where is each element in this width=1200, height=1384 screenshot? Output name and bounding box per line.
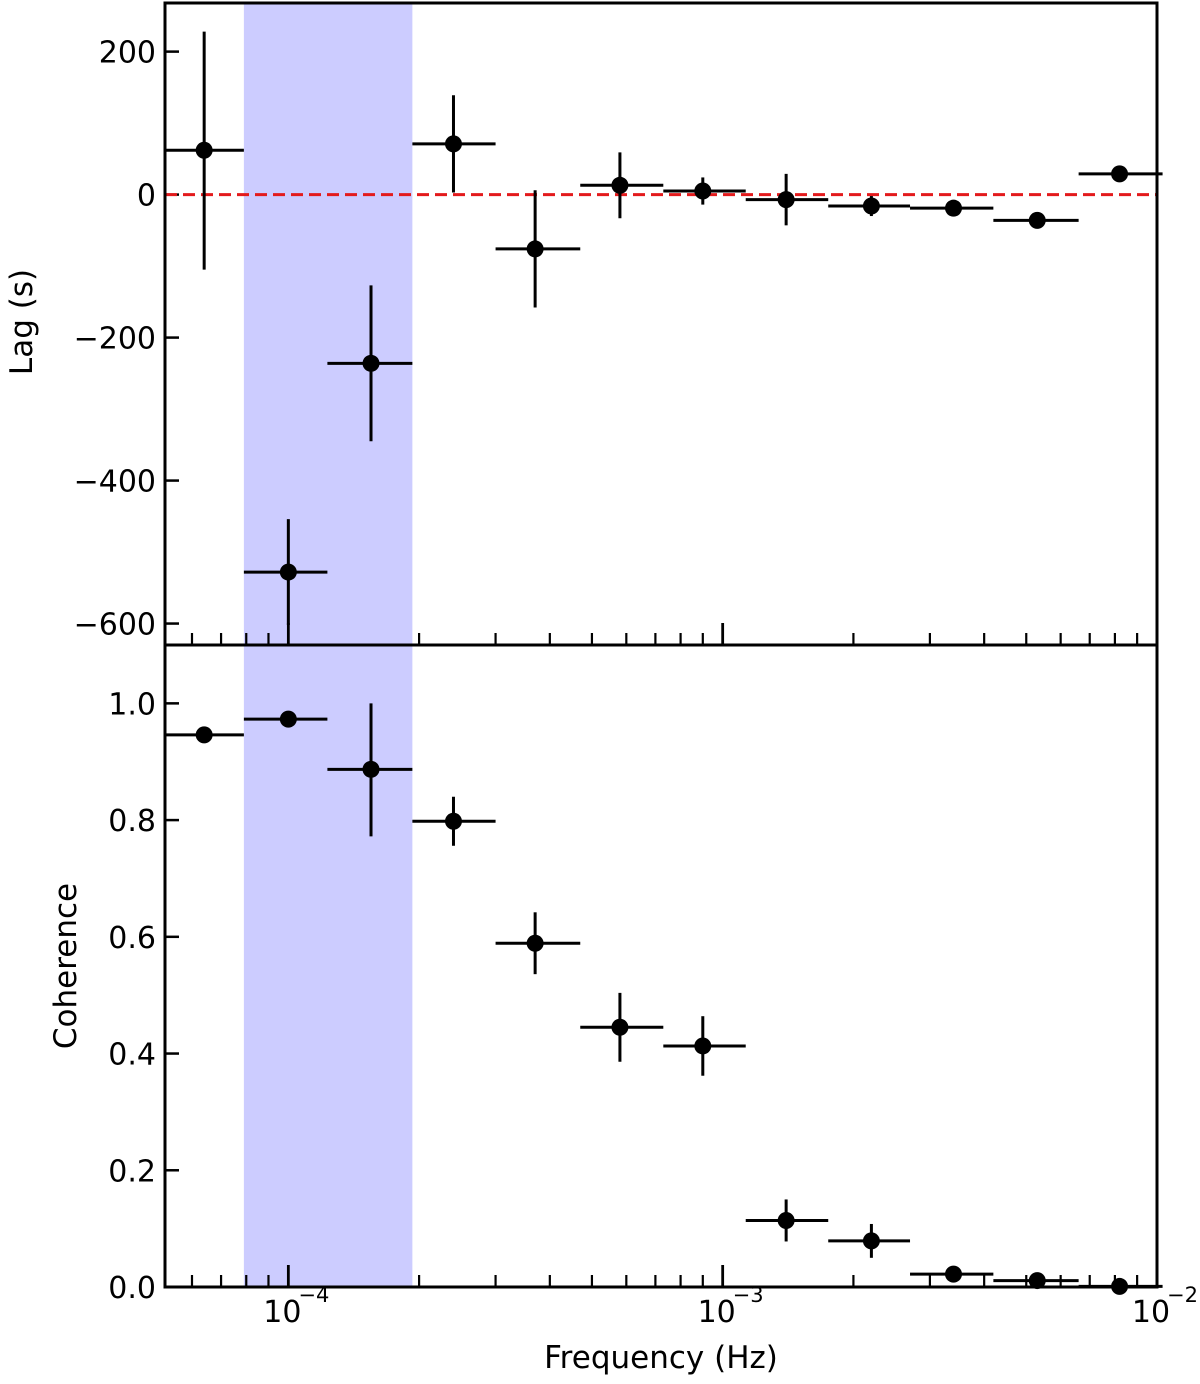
lag-ytick-label: 0 — [137, 179, 156, 214]
coherence-marker — [611, 1018, 629, 1036]
lag-ytick-label: −400 — [74, 465, 156, 500]
lag-marker — [945, 199, 963, 217]
coherence-point-7 — [663, 1016, 746, 1076]
coherence-marker — [777, 1211, 795, 1229]
lag-axis-title: Lag (s) — [4, 269, 40, 375]
coherence-ytick-label: 0.8 — [108, 804, 156, 839]
coherence-ytick-label: 0.0 — [108, 1271, 156, 1306]
lag-point-4 — [412, 95, 496, 193]
lag-point-2 — [243, 519, 328, 625]
coherence-marker — [862, 1232, 880, 1250]
lag-point-7 — [663, 177, 746, 205]
coherence-marker — [1028, 1272, 1046, 1290]
lag-marker — [444, 135, 462, 153]
lag-ytick-label: −200 — [74, 322, 156, 357]
lag-point-5 — [495, 190, 581, 308]
lag-point-3 — [327, 285, 413, 442]
xtick-label-exponent: −2 — [1167, 1283, 1198, 1307]
lag-marker — [362, 354, 380, 372]
coherence-ytick-label: 0.4 — [108, 1038, 156, 1073]
lag-marker — [279, 563, 297, 581]
coherence-marker — [945, 1265, 963, 1283]
xtick-label-base: 10 — [263, 1295, 301, 1330]
coherence-marker — [279, 710, 297, 728]
coherence-marker — [195, 726, 213, 744]
lag-marker — [862, 197, 880, 215]
lag-ytick-label: −600 — [74, 608, 156, 643]
lag-marker — [1028, 211, 1046, 229]
lag-point-1 — [165, 31, 244, 270]
frequency-xtick-label: 10−2 — [1132, 1283, 1198, 1330]
lag-ytick-label: 200 — [99, 36, 156, 71]
lag-marker — [195, 141, 213, 159]
lag-panel: −600 −400 −200 0 200 — [74, 31, 1163, 645]
coherence-point-8 — [745, 1199, 829, 1242]
coherence-point-4 — [412, 796, 496, 846]
coherence-axis-title: Coherence — [48, 883, 84, 1049]
coherence-marker — [526, 934, 544, 952]
coherence-ytick-label: 1.0 — [108, 687, 156, 722]
lag-marker — [611, 176, 629, 194]
lag-marker — [1111, 165, 1129, 183]
lag-point-10 — [910, 199, 994, 217]
coherence-point-3 — [327, 703, 413, 837]
coherence-panel-frame — [163, 643, 1159, 1289]
lag-point-11 — [993, 211, 1079, 229]
coherence-marker — [694, 1037, 712, 1055]
coherence-point-10 — [910, 1265, 994, 1283]
coherence-point-6 — [580, 992, 664, 1062]
xtick-label-base: 10 — [1132, 1295, 1170, 1330]
lag-marker — [777, 191, 795, 209]
lag-marker — [526, 240, 544, 258]
lag-marker — [694, 182, 712, 200]
coherence-point-11 — [993, 1272, 1079, 1290]
coherence-marker — [362, 760, 380, 778]
coherence-point-9 — [828, 1223, 911, 1258]
coherence-ytick-label: 0.6 — [108, 921, 156, 956]
coherence-ytick-label: 0.2 — [108, 1154, 156, 1189]
lag-point-9 — [828, 196, 911, 217]
coherence-point-1 — [165, 726, 244, 744]
lag-point-6 — [580, 152, 664, 219]
lag-point-12 — [1078, 165, 1163, 183]
coherence-marker — [444, 812, 462, 830]
frequency-axis-title: Frequency (Hz) — [544, 1340, 778, 1376]
lag-point-8 — [745, 173, 829, 226]
coherence-point-2 — [243, 710, 328, 728]
xtick-label-base: 10 — [698, 1295, 736, 1330]
coherence-point-5 — [495, 912, 581, 975]
